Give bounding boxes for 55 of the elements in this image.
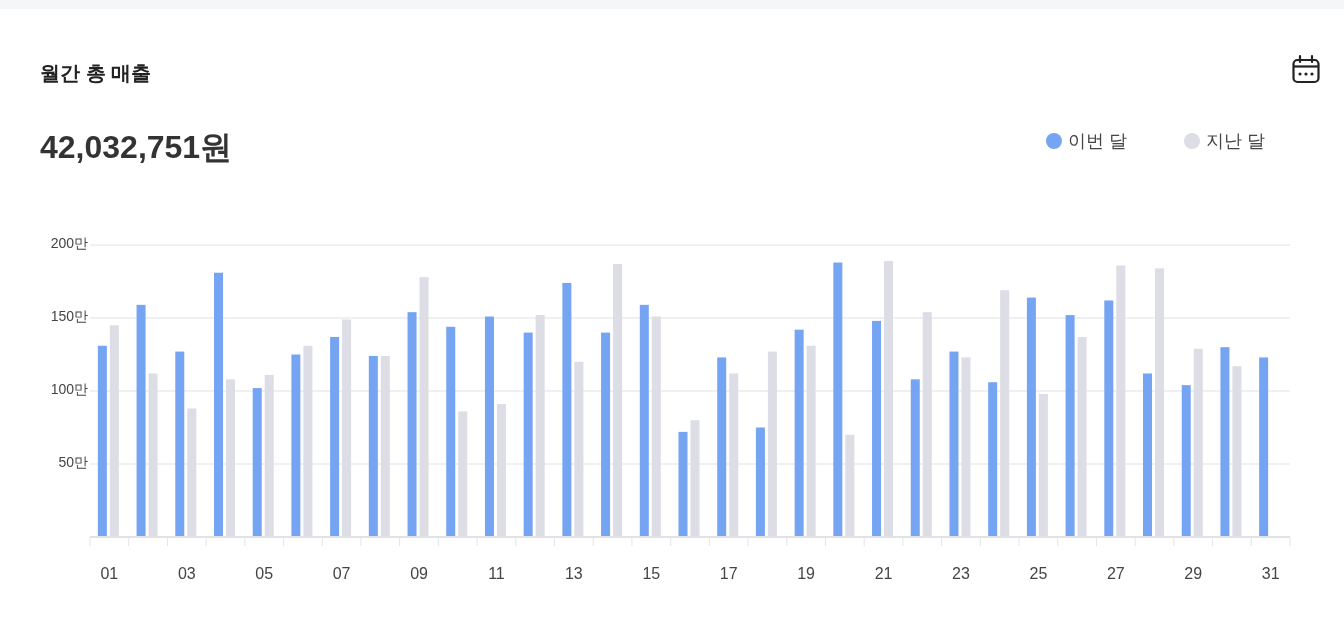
bar — [252, 388, 262, 537]
bar — [1181, 385, 1191, 537]
legend-label: 이번 달 — [1067, 131, 1127, 151]
x-tick-label: 03 — [177, 564, 196, 582]
bar — [639, 304, 649, 537]
x-tick-label: 27 — [1106, 564, 1125, 582]
x-tick-label: 21 — [874, 564, 893, 582]
bar — [562, 282, 572, 537]
y-tick-label: 50만 — [58, 454, 88, 470]
bar — [291, 354, 301, 537]
x-tick-label: 29 — [1184, 564, 1203, 582]
bar — [1259, 357, 1269, 537]
bar — [717, 357, 727, 537]
bar — [910, 379, 920, 537]
bar — [872, 320, 882, 537]
bar — [794, 329, 804, 537]
x-tick-label: 31 — [1261, 564, 1280, 582]
x-tick-label: 05 — [255, 564, 274, 582]
x-tick-label: 17 — [719, 564, 738, 582]
bar — [949, 351, 959, 537]
bar — [1026, 297, 1036, 537]
bar — [523, 332, 533, 537]
x-tick-label: 01 — [100, 564, 119, 582]
x-tick-label: 15 — [642, 564, 661, 582]
legend-label: 지난 달 — [1205, 131, 1265, 151]
bar — [1220, 347, 1230, 537]
bar — [601, 332, 611, 537]
x-tick-label: 13 — [564, 564, 583, 582]
bar — [368, 355, 378, 537]
x-tick-label: 23 — [952, 564, 970, 582]
bar — [175, 351, 185, 537]
x-tick-label: 07 — [332, 564, 351, 582]
x-tick-label: 25 — [1029, 564, 1048, 582]
bar — [213, 272, 223, 537]
bar — [97, 345, 107, 537]
bar — [833, 262, 843, 537]
bar — [484, 316, 494, 537]
y-tick-label: 100만 — [50, 381, 88, 397]
chart-title: 월간 총 매출 — [40, 62, 152, 84]
bar — [1065, 315, 1075, 537]
bar — [330, 336, 340, 537]
y-tick-label: 200만 — [50, 235, 88, 251]
bar — [678, 431, 688, 537]
bar — [136, 304, 146, 537]
bar — [1104, 300, 1114, 537]
x-tick-label: 19 — [797, 564, 816, 582]
y-tick-label: 150만 — [50, 308, 88, 324]
bar — [446, 326, 456, 537]
bar — [988, 382, 998, 537]
chart-subtitle: 42,032,751원 — [40, 129, 233, 165]
x-tick-label: 09 — [410, 564, 429, 582]
bar — [1143, 373, 1153, 537]
x-tick-label: 11 — [488, 564, 505, 582]
bar — [755, 427, 765, 537]
bar — [407, 312, 417, 537]
